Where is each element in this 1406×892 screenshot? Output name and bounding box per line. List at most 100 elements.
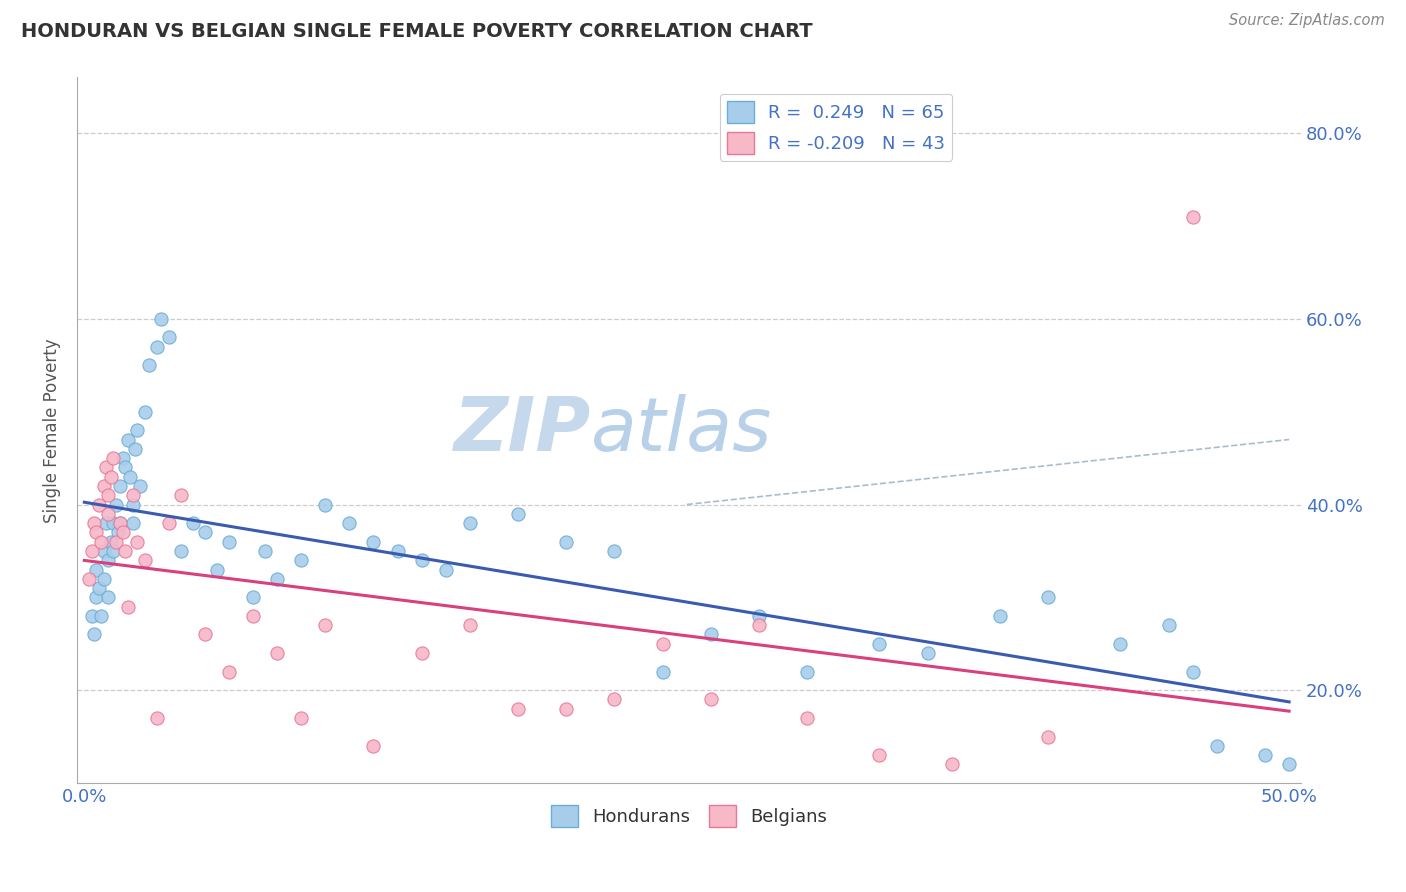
Point — [555, 702, 578, 716]
Point — [86, 591, 108, 605]
Point — [145, 711, 167, 725]
Point — [111, 451, 134, 466]
Point — [86, 525, 108, 540]
Point — [988, 609, 1011, 624]
Point — [97, 553, 120, 567]
Point — [110, 516, 132, 530]
Point — [1181, 665, 1204, 679]
Point — [93, 572, 115, 586]
Point — [107, 525, 129, 540]
Point — [411, 646, 433, 660]
Point — [869, 637, 891, 651]
Point — [128, 479, 150, 493]
Point — [87, 581, 110, 595]
Point — [651, 637, 673, 651]
Text: Source: ZipAtlas.com: Source: ZipAtlas.com — [1229, 13, 1385, 29]
Point — [117, 433, 139, 447]
Point — [1278, 757, 1301, 772]
Point — [941, 757, 963, 772]
Point — [254, 544, 277, 558]
Point — [157, 516, 180, 530]
Point — [103, 516, 125, 530]
Point — [145, 340, 167, 354]
Point — [83, 627, 105, 641]
Point — [127, 423, 149, 437]
Point — [266, 572, 288, 586]
Point — [1254, 748, 1277, 763]
Point — [363, 534, 385, 549]
Point — [127, 534, 149, 549]
Point — [1036, 591, 1059, 605]
Point — [157, 330, 180, 344]
Point — [104, 534, 127, 549]
Point — [242, 591, 264, 605]
Point — [387, 544, 409, 558]
Point — [111, 525, 134, 540]
Point — [117, 599, 139, 614]
Point — [290, 553, 312, 567]
Point — [1036, 730, 1059, 744]
Point — [170, 544, 193, 558]
Point — [80, 609, 103, 624]
Point — [458, 516, 481, 530]
Point — [103, 451, 125, 466]
Point — [120, 469, 142, 483]
Point — [93, 479, 115, 493]
Point — [100, 469, 122, 483]
Point — [869, 748, 891, 763]
Point — [218, 534, 240, 549]
Point — [94, 516, 117, 530]
Point — [97, 591, 120, 605]
Point — [242, 609, 264, 624]
Point — [194, 525, 217, 540]
Point — [110, 516, 132, 530]
Point — [100, 534, 122, 549]
Point — [748, 609, 770, 624]
Point — [103, 544, 125, 558]
Point — [94, 460, 117, 475]
Point — [434, 562, 457, 576]
Point — [97, 488, 120, 502]
Point — [506, 702, 529, 716]
Point — [506, 507, 529, 521]
Point — [80, 544, 103, 558]
Point — [121, 488, 143, 502]
Point — [110, 479, 132, 493]
Point — [194, 627, 217, 641]
Point — [93, 544, 115, 558]
Point — [121, 498, 143, 512]
Point — [796, 665, 818, 679]
Point — [181, 516, 204, 530]
Point — [411, 553, 433, 567]
Point — [150, 311, 173, 326]
Y-axis label: Single Female Poverty: Single Female Poverty — [44, 338, 60, 523]
Point — [87, 498, 110, 512]
Point — [700, 692, 723, 706]
Point — [796, 711, 818, 725]
Point — [1109, 637, 1132, 651]
Text: ZIP: ZIP — [454, 393, 591, 467]
Point — [170, 488, 193, 502]
Point — [458, 618, 481, 632]
Point — [90, 609, 112, 624]
Point — [1157, 618, 1180, 632]
Point — [314, 618, 336, 632]
Point — [700, 627, 723, 641]
Point — [218, 665, 240, 679]
Point — [290, 711, 312, 725]
Point — [97, 507, 120, 521]
Point — [603, 692, 626, 706]
Point — [77, 572, 100, 586]
Point — [114, 544, 136, 558]
Text: HONDURAN VS BELGIAN SINGLE FEMALE POVERTY CORRELATION CHART: HONDURAN VS BELGIAN SINGLE FEMALE POVERT… — [21, 22, 813, 41]
Point — [363, 739, 385, 753]
Point — [121, 516, 143, 530]
Text: atlas: atlas — [591, 394, 772, 467]
Point — [555, 534, 578, 549]
Point — [124, 442, 146, 456]
Point — [337, 516, 360, 530]
Point — [917, 646, 939, 660]
Point — [748, 618, 770, 632]
Point — [86, 562, 108, 576]
Point — [1181, 210, 1204, 224]
